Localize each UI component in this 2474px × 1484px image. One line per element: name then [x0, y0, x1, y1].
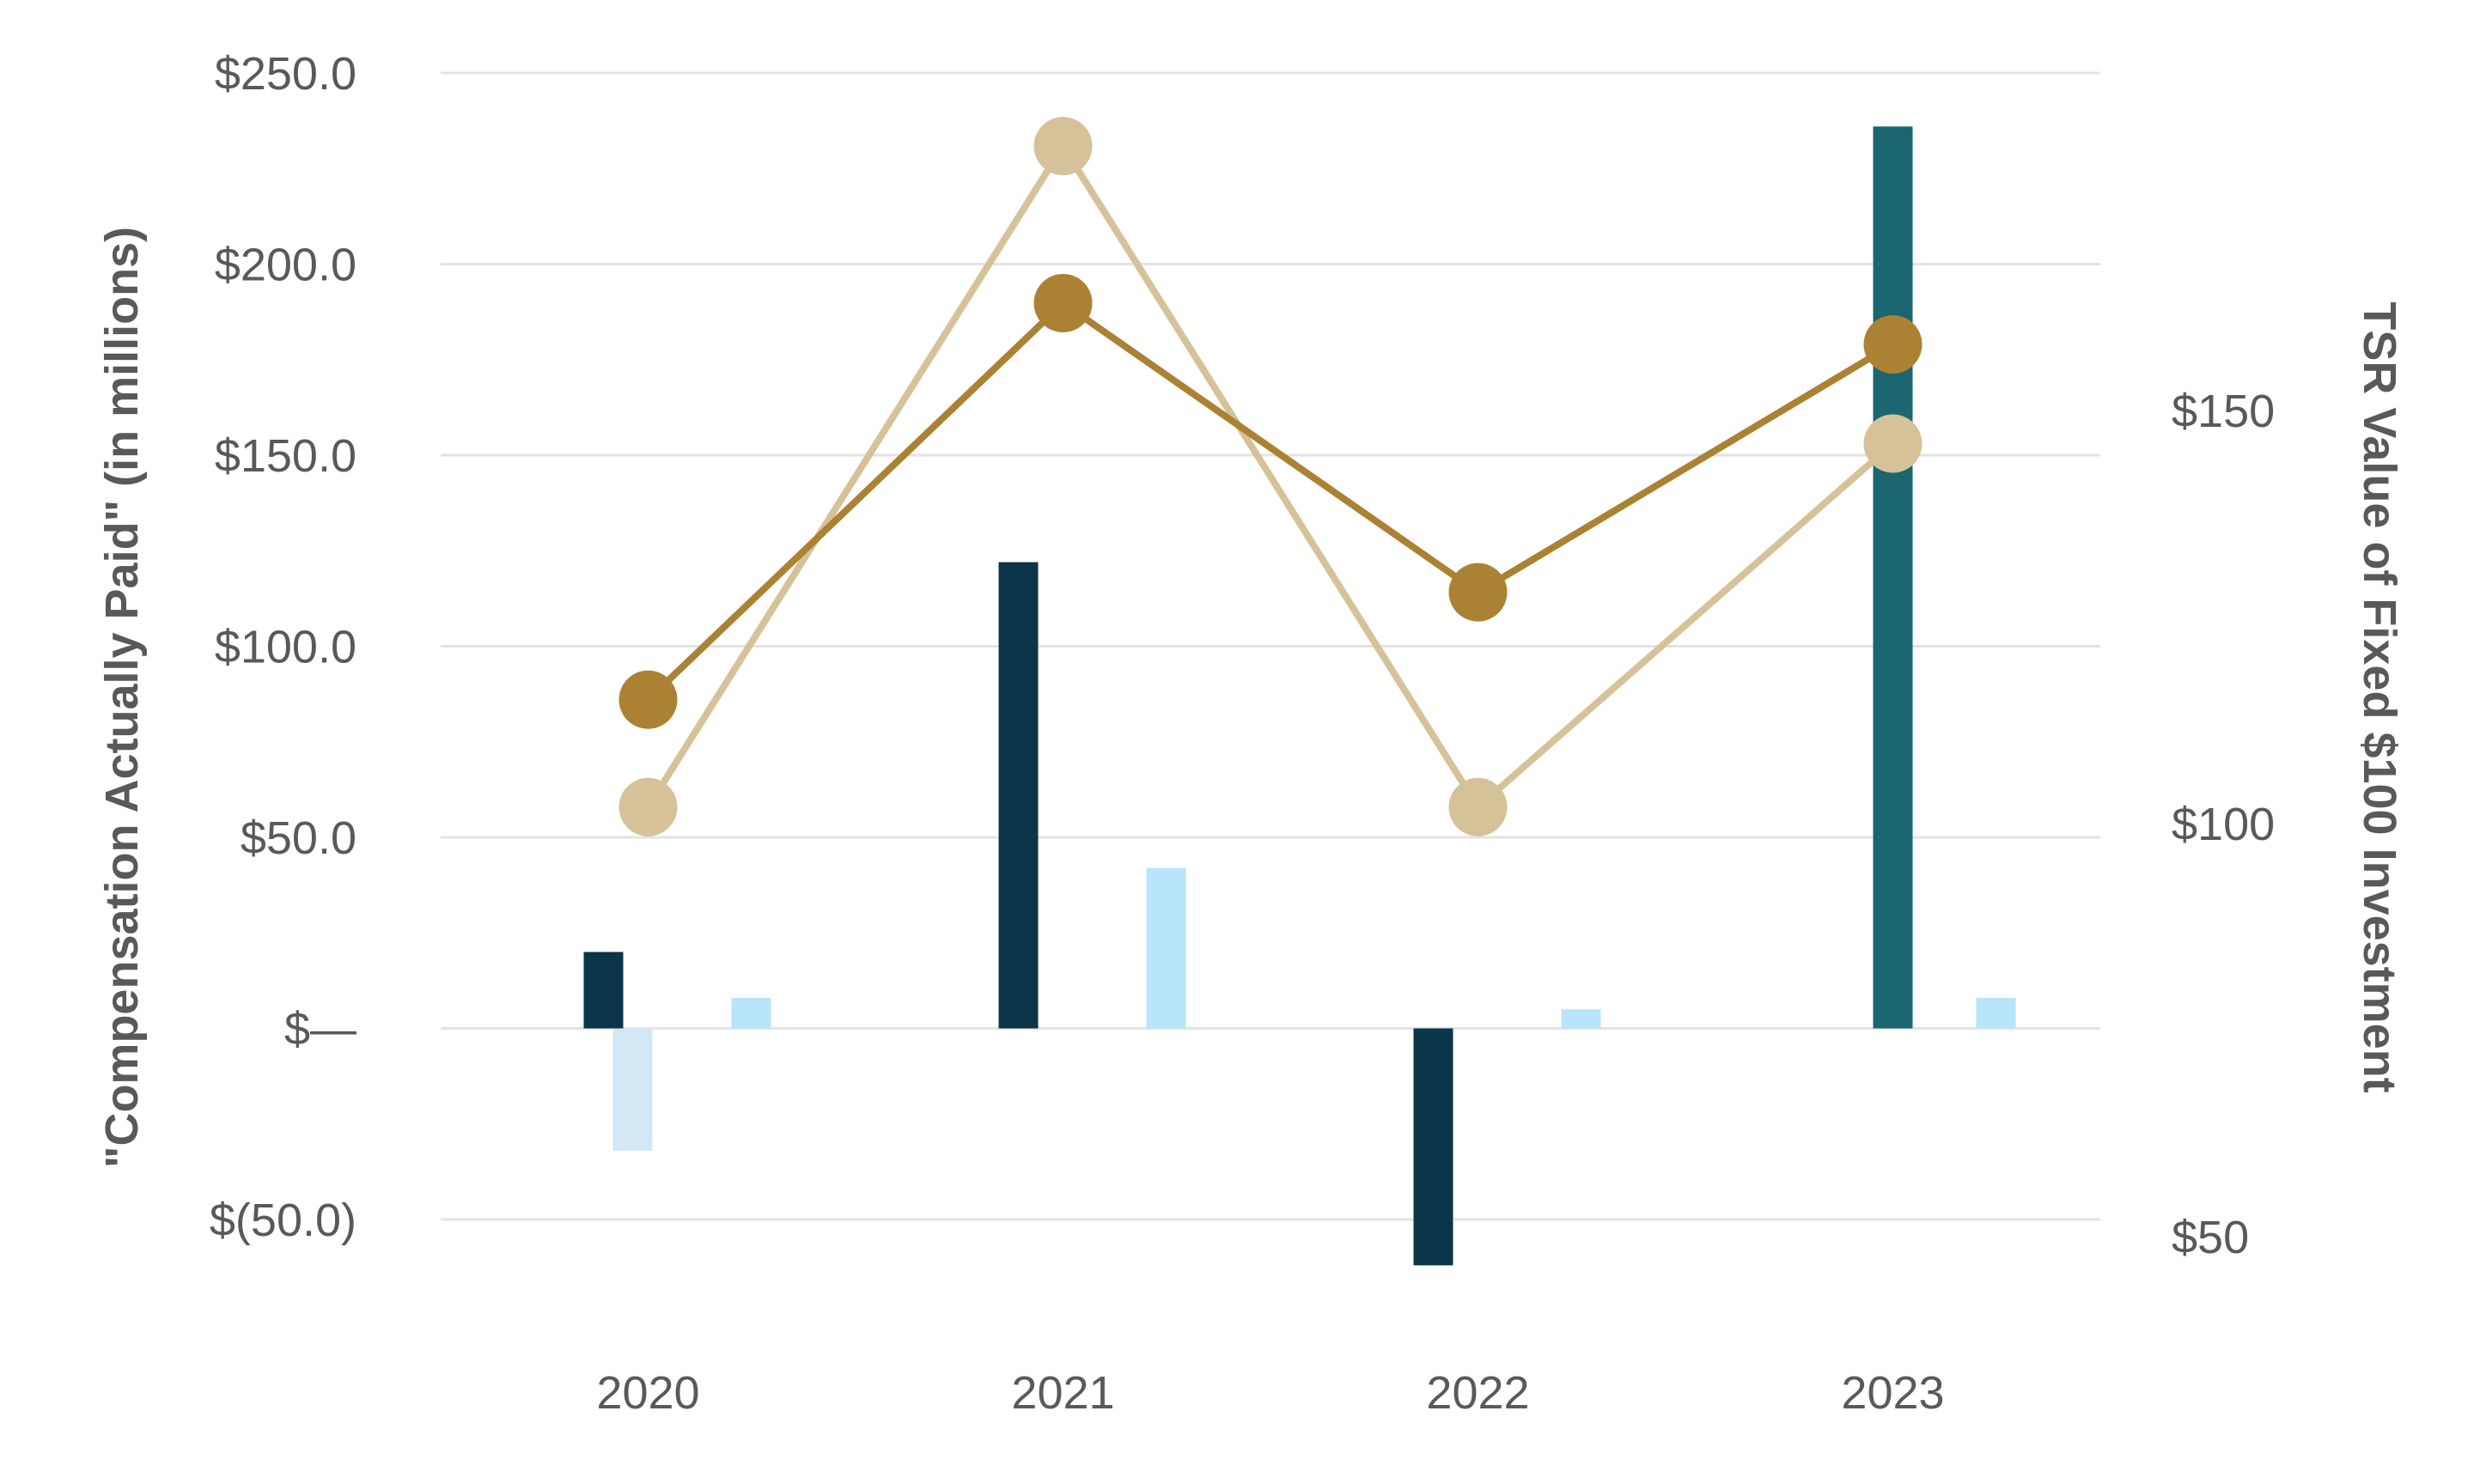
bar — [998, 562, 1039, 1029]
y-tick-label: $100.0 — [215, 622, 356, 673]
y-tick-label: $250.0 — [215, 48, 356, 100]
right-axis-title: TSR Value of Fixed $100 Investment — [2354, 301, 2405, 1092]
x-tick-label: 2020 — [596, 1367, 699, 1419]
y2-tick-label: $50 — [2172, 1212, 2249, 1263]
y-tick-label: $200.0 — [215, 240, 356, 291]
data-point — [1448, 777, 1508, 836]
bar — [583, 952, 624, 1029]
y2-tick-label: $100 — [2172, 799, 2275, 850]
x-tick-label: 2023 — [1841, 1367, 1944, 1419]
bar — [1413, 1028, 1453, 1266]
data-point — [618, 777, 678, 836]
bars — [583, 126, 2016, 1266]
series-line — [645, 298, 1895, 702]
bar — [1976, 997, 2016, 1029]
data-point — [1448, 563, 1508, 622]
data-point — [1863, 315, 1923, 374]
series-line — [645, 139, 1896, 812]
bar — [1561, 1009, 1601, 1029]
data-point — [1033, 117, 1093, 176]
y-tick-label: $— — [284, 1004, 356, 1055]
left-axis-title: "Compensation Actually Paid" (in million… — [96, 227, 148, 1168]
bar — [1146, 867, 1186, 1029]
bar — [731, 997, 771, 1029]
y-tick-label: $50.0 — [241, 812, 356, 864]
y-tick-label: $(50.0) — [210, 1195, 356, 1246]
data-point — [1033, 273, 1093, 332]
x-tick-label: 2021 — [1011, 1367, 1114, 1419]
right-axis-ticks: $50 $100 $150 — [2172, 386, 2275, 1263]
data-point — [618, 670, 678, 729]
bar — [612, 1028, 653, 1151]
gridlines — [441, 71, 2100, 1221]
data-point — [1863, 414, 1923, 473]
y2-tick-label: $150 — [2172, 386, 2275, 437]
bar — [1873, 126, 1913, 1029]
x-tick-label: 2022 — [1426, 1367, 1529, 1419]
left-axis-ticks: $(50.0) $— $50.0 $100.0 $150.0 $200.0 $250.0 — [210, 48, 356, 1246]
x-axis-ticks: 2020 2021 2022 2023 — [596, 1367, 1944, 1419]
y-tick-label: $150.0 — [215, 430, 356, 482]
tsr-lines — [618, 117, 1923, 836]
